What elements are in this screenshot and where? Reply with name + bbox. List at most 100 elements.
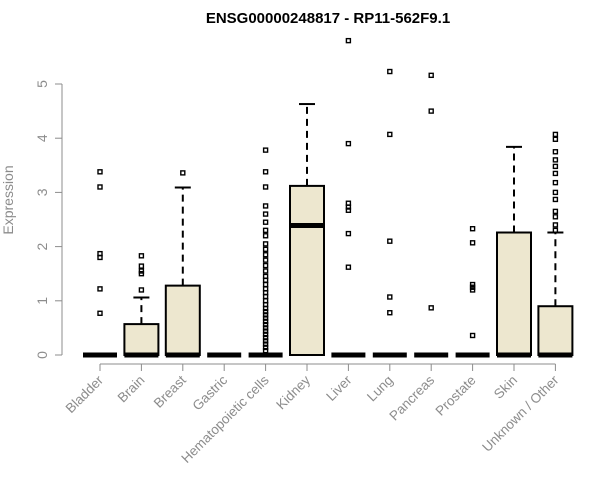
- outlier-point: [345, 230, 352, 237]
- outlier-point: [262, 325, 269, 331]
- y-tick-label: 0: [34, 351, 50, 359]
- outlier-point: [387, 238, 393, 244]
- outlier-point: [262, 318, 269, 325]
- outlier-point: [552, 157, 559, 163]
- outlier-point: [138, 268, 145, 274]
- box-group: [455, 226, 490, 358]
- box-group: [83, 169, 117, 358]
- outlier-point: [262, 169, 269, 175]
- chart-title: ENSG00000248817 - RP11-562F9.1: [206, 10, 450, 27]
- outlier-point: [552, 136, 559, 142]
- outlier-point: [262, 334, 269, 341]
- outlier-point: [262, 219, 269, 225]
- x-tick-label: Gastric: [189, 372, 230, 413]
- outlier-point: [262, 252, 269, 258]
- outlier-point: [262, 293, 269, 300]
- outlier-point: [345, 140, 352, 147]
- outlier-point: [345, 264, 352, 270]
- outlier-point: [552, 208, 559, 215]
- outlier-point: [552, 170, 559, 177]
- x-tick-label: Pancreas: [386, 372, 437, 423]
- outlier-point: [469, 287, 476, 293]
- outlier-point: [262, 246, 269, 253]
- outlier-point: [262, 341, 269, 347]
- box: [537, 305, 574, 356]
- y-tick-label: 1: [34, 297, 50, 305]
- outlier-point: [387, 131, 393, 138]
- outlier-point: [262, 344, 269, 351]
- x-tick-label: Liver: [323, 372, 355, 404]
- outlier-point: [552, 149, 559, 155]
- outlier-point: [262, 305, 269, 312]
- outlier-point: [469, 240, 476, 246]
- box: [496, 231, 532, 356]
- outlier-point: [428, 72, 434, 79]
- outlier-point: [97, 310, 103, 316]
- box: [289, 184, 325, 356]
- outlier-point: [552, 131, 559, 138]
- outlier-point: [387, 310, 393, 316]
- box-group: [414, 72, 449, 358]
- y-tick-label: 2: [34, 242, 50, 250]
- outlier-point: [262, 211, 269, 217]
- outlier-point: [262, 331, 269, 338]
- outlier-point: [262, 203, 269, 209]
- outlier-point: [262, 321, 269, 328]
- outlier-point: [138, 263, 145, 269]
- outlier-point: [345, 37, 352, 44]
- outlier-point: [262, 308, 269, 315]
- x-tick-label: Kidney: [273, 372, 313, 412]
- outlier-point: [552, 214, 559, 220]
- outlier-point: [552, 179, 559, 186]
- outlier-point: [428, 108, 434, 114]
- box-group: [164, 170, 201, 358]
- box-group: [248, 147, 283, 358]
- outlier-point: [262, 268, 269, 274]
- outlier-point: [262, 281, 269, 288]
- y-tick-label: 4: [34, 134, 50, 142]
- x-tick-label: Prostate: [433, 373, 479, 419]
- outlier-point: [428, 305, 434, 311]
- outlier-point: [262, 257, 269, 263]
- plot-area: [83, 37, 574, 358]
- outlier-point: [97, 254, 103, 261]
- outlier-point: [180, 170, 186, 176]
- outlier-point: [262, 277, 269, 283]
- outlier-point: [552, 227, 559, 234]
- box: [164, 284, 201, 356]
- outlier-point: [552, 163, 559, 170]
- box-group: [496, 145, 532, 358]
- box-group: [123, 253, 160, 358]
- outlier-point: [387, 294, 393, 300]
- outlier-point: [552, 196, 559, 203]
- box-group: [372, 68, 407, 358]
- box-group: [331, 37, 366, 358]
- outlier-point: [345, 204, 352, 210]
- outlier-point: [262, 338, 269, 344]
- outlier-point: [97, 184, 103, 190]
- outlier-point: [97, 169, 103, 175]
- box-group: [289, 103, 325, 356]
- outlier-point: [552, 189, 559, 196]
- outlier-point: [262, 328, 269, 334]
- x-tick-label: Unknown / Other: [479, 372, 562, 455]
- outlier-point: [262, 241, 269, 247]
- outlier-point: [138, 271, 145, 277]
- y-tick-label: 3: [34, 188, 50, 196]
- outlier-point: [469, 284, 476, 290]
- outlier-point: [387, 68, 393, 75]
- outlier-point: [138, 287, 145, 293]
- outlier-point: [262, 147, 269, 153]
- outlier-point: [262, 312, 269, 318]
- box-group: [537, 131, 574, 358]
- outlier-point: [262, 262, 269, 269]
- outlier-point: [262, 347, 269, 354]
- outlier-point: [262, 233, 269, 239]
- outlier-point: [97, 286, 103, 292]
- x-tick-label: Bladder: [63, 372, 107, 416]
- outlier-point: [138, 253, 145, 259]
- outlier-point: [262, 184, 269, 190]
- x-tick-label: Breast: [151, 372, 189, 410]
- outlier-point: [552, 222, 559, 228]
